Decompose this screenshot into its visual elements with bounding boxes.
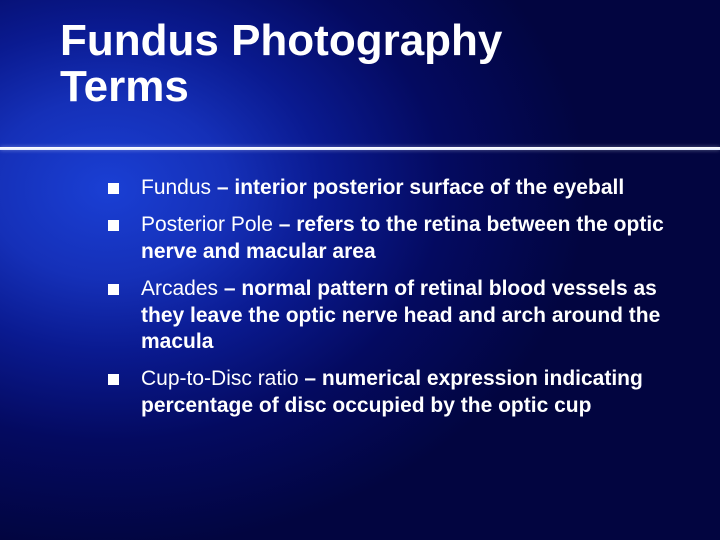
title-divider bbox=[0, 147, 720, 150]
list-item-text: Posterior Pole – refers to the retina be… bbox=[141, 212, 668, 266]
slide: Fundus Photography Terms Fundus – interi… bbox=[0, 0, 720, 540]
square-bullet-icon bbox=[108, 220, 119, 231]
list-item-text: Cup-to-Disc ratio – numerical expression… bbox=[141, 366, 668, 420]
title-line-2: Terms bbox=[60, 64, 502, 110]
square-bullet-icon bbox=[108, 374, 119, 385]
slide-title: Fundus Photography Terms bbox=[60, 18, 502, 110]
list-item: Arcades – normal pattern of retinal bloo… bbox=[108, 276, 668, 357]
list-item-text: Arcades – normal pattern of retinal bloo… bbox=[141, 276, 668, 357]
term: Posterior Pole bbox=[141, 213, 273, 236]
content-area: Fundus – interior posterior surface of t… bbox=[108, 175, 668, 430]
term: Arcades bbox=[141, 277, 218, 300]
title-line-1: Fundus Photography bbox=[60, 18, 502, 64]
square-bullet-icon bbox=[108, 183, 119, 194]
list-item: Posterior Pole – refers to the retina be… bbox=[108, 212, 668, 266]
definition: – interior posterior surface of the eyeb… bbox=[211, 176, 624, 199]
list-item: Cup-to-Disc ratio – numerical expression… bbox=[108, 366, 668, 420]
term: Fundus bbox=[141, 176, 211, 199]
list-item: Fundus – interior posterior surface of t… bbox=[108, 175, 668, 202]
term: Cup-to-Disc ratio bbox=[141, 367, 299, 390]
square-bullet-icon bbox=[108, 284, 119, 295]
definition: – normal pattern of retinal blood vessel… bbox=[141, 277, 660, 354]
list-item-text: Fundus – interior posterior surface of t… bbox=[141, 175, 668, 202]
